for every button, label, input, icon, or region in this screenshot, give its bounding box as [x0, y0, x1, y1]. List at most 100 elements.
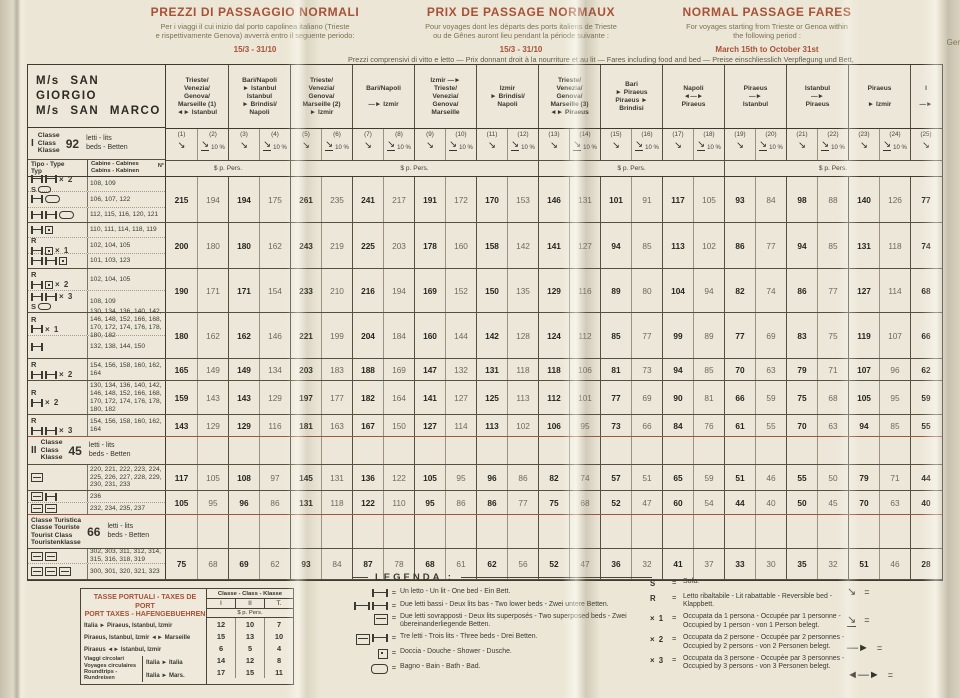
fare-value: 86	[476, 491, 507, 515]
equals-sign: =	[672, 592, 677, 602]
legend-right-panel: S = Sofa. R = Letto ribaltabile - Lit rabatta…	[650, 578, 846, 676]
fare-value	[383, 437, 414, 464]
fare-value: 146	[538, 177, 569, 222]
cabin-icon-line: × 1	[31, 246, 87, 255]
beds-lines: letti - lits beds - Betten	[86, 135, 128, 152]
fare-value: 54	[693, 491, 724, 515]
fare-value: 94	[848, 415, 879, 437]
fare-column-16: (16) ↘ 10 %	[631, 129, 662, 160]
fare-value	[476, 437, 507, 464]
fare-arrow-wrap: ↘ 10 %	[756, 139, 786, 151]
bath-icon	[371, 663, 388, 674]
diagonal-arrow-icon: ↘	[847, 586, 857, 598]
class-1-beds-count: 92	[65, 136, 80, 151]
fare-value: 194	[197, 177, 228, 222]
fare-value: 127	[848, 269, 879, 312]
beds-lines: letti - lits beds - Betten	[89, 442, 131, 459]
shower-icon	[45, 226, 53, 235]
fare-value: 75	[176, 558, 187, 569]
fare-column-17: (17) ↘	[662, 129, 693, 160]
bed-icon	[31, 280, 43, 289]
fare-value: 124	[538, 313, 569, 359]
fare-value: 69	[631, 381, 662, 415]
class-columns: I II T.	[207, 599, 293, 609]
occupancy-x2-symbol: × 2	[59, 174, 74, 184]
discount-label: 10 %	[645, 145, 659, 151]
discount-label: 10 %	[211, 145, 225, 151]
roundtrip-group: Viaggi circolari Voyages circulaires Round…	[84, 656, 206, 682]
fare-value: 102	[507, 415, 538, 437]
roundtrip-labels: Viaggi circolari Voyages circulaires Round…	[84, 656, 142, 682]
column-number: (4)	[271, 131, 279, 138]
cabin-icon-line: R	[31, 416, 87, 425]
discount-label: 10 %	[707, 145, 721, 151]
fare-row-prices: 117 105 108 97 145 131 136 122 105 95 96 86 82 74 57 51…	[166, 464, 943, 491]
fare-value: 85	[879, 415, 910, 437]
route-header-line: Trieste/	[309, 76, 334, 84]
column-number: (22)	[827, 131, 839, 138]
fare-value: 81	[693, 381, 724, 415]
fare-value: 118	[879, 223, 910, 268]
column-number: (1)	[177, 131, 186, 138]
diagonal-arrow-icon: ↘	[364, 140, 372, 151]
fare-value: 78	[383, 549, 414, 579]
cabin-numbers: 108, 109	[87, 291, 165, 312]
route-header-line: ► Istanbul	[242, 84, 277, 92]
tourist-header: Classe Turistica Classe Touriste Tourist C…	[28, 515, 165, 548]
cabin-type-icons: R × 1	[28, 313, 87, 335]
route-header-line: Trieste/	[185, 76, 209, 84]
fare-value: 94	[786, 223, 817, 268]
fare-row-left: R × 2 130, 134, 136, 140, 142, 146, 148, 1…	[28, 381, 166, 415]
fare-arrow-wrap: ↘	[911, 139, 941, 151]
column-number: (7)	[364, 131, 372, 138]
fare-arrow-wrap: ↘	[539, 139, 569, 151]
legend-item-text: Occupata da 2 persone - Occupée par 2 pe…	[683, 634, 845, 650]
fare-value: 73	[600, 415, 631, 437]
fare-value: 243	[290, 223, 321, 268]
fare-value: 37	[693, 549, 724, 579]
fare-value: 204	[352, 313, 383, 359]
fare-arrow-wrap: ↘ 10 %	[632, 139, 662, 151]
fare-value: 145	[290, 464, 321, 491]
cabin-type-icons: × 2 S	[28, 174, 87, 194]
fare-value	[228, 515, 259, 549]
fare-row-left: × 2 S 108, 109 106, 107, 122 112, 115, 116, …	[28, 174, 166, 222]
fare-value	[507, 437, 538, 464]
equals-sign: =	[672, 578, 677, 587]
fare-column-8: (8) ↘ 10 %	[383, 129, 414, 160]
cabin-numbers: 236	[87, 491, 165, 503]
port-tax-value: 11	[264, 666, 293, 678]
fare-value: 69	[755, 313, 786, 359]
tipo-header-line: Tipo - Type	[31, 161, 65, 168]
route-header-line: Napoli	[497, 100, 518, 108]
cabin-icon-line: × 3	[31, 426, 87, 435]
beds-lines: letti - lits beds - Betten	[107, 523, 149, 540]
route-header-line: —►	[810, 92, 825, 100]
reversible-bed-symbol: R	[31, 236, 37, 245]
route-header-line	[353, 93, 414, 101]
legend-item-icons	[352, 663, 388, 674]
diagonal-arrow-icon: ↘	[426, 140, 434, 151]
occupancy-x3-symbol: × 3	[59, 292, 74, 301]
dollar-per-person: $ p. Pers.	[207, 609, 293, 618]
legend-item-text: Letto ribaltabile - Lit rabattable - Rev…	[683, 592, 832, 608]
fare-value: 135	[507, 269, 538, 312]
fare-value: 99	[662, 313, 693, 359]
fare-value: 164	[383, 381, 414, 415]
route-header-line: Marseille (2)	[302, 100, 341, 108]
sofa-icon	[38, 185, 52, 193]
header-english-period: March 15th to October 31st	[715, 45, 819, 54]
fare-value	[755, 437, 786, 464]
fare-value: 132	[445, 359, 476, 381]
fare-value: 59	[910, 381, 941, 415]
bed-icon	[31, 370, 43, 379]
fare-value: 182	[352, 381, 383, 415]
fare-table-header: M/s SAN GIORGIO M/s SAN MARCO I Classe Class…	[28, 65, 943, 177]
fare-value: 219	[321, 223, 352, 268]
occupancy-x2-symbol: × 2	[59, 370, 74, 380]
cabin-icon-line: × 1	[31, 325, 87, 334]
fare-column-5: (5) ↘	[290, 129, 321, 160]
port-tax-value: 8	[264, 654, 293, 666]
fare-value: 59	[755, 381, 786, 415]
fare-value: 178	[414, 223, 445, 268]
